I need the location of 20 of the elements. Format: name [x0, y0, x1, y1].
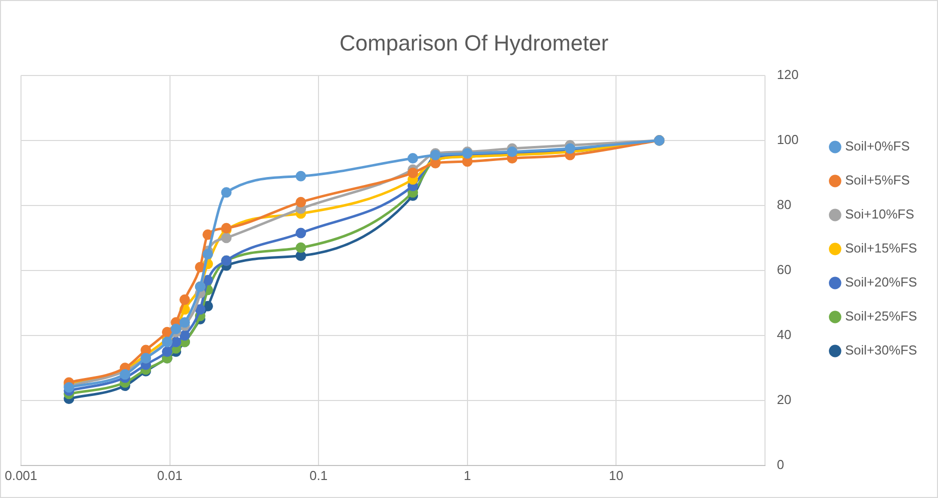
y-tick-label: 120: [776, 66, 799, 82]
y-tick-label: 60: [776, 262, 792, 277]
chart-title: Comparison Of Hydrometer: [340, 30, 608, 56]
legend-label: Soil+30%FS: [845, 342, 918, 358]
x-tick-label: 0.001: [4, 468, 38, 483]
x-tick-label: 0.01: [157, 468, 182, 483]
y-tick-label: 40: [776, 326, 792, 342]
y-tick-label: 80: [776, 196, 792, 212]
legend-label: Soi+10%FS: [845, 206, 914, 222]
y-tick-label: 20: [776, 392, 792, 407]
x-tick-label: 1: [464, 468, 471, 483]
legend-label: Soil+5%FS: [845, 172, 910, 188]
x-tick-label: 10: [608, 468, 624, 483]
legend-label: Soil+25%FS: [845, 308, 918, 324]
legend-label: Soil+0%FS: [845, 138, 910, 154]
x-tick-label: 0.1: [310, 468, 328, 483]
y-tick-label: 0: [776, 456, 784, 472]
y-tick-label: 100: [776, 132, 799, 147]
legend-label: Soil+20%FS: [845, 274, 918, 290]
legend-label: Soil+15%FS: [845, 240, 918, 256]
